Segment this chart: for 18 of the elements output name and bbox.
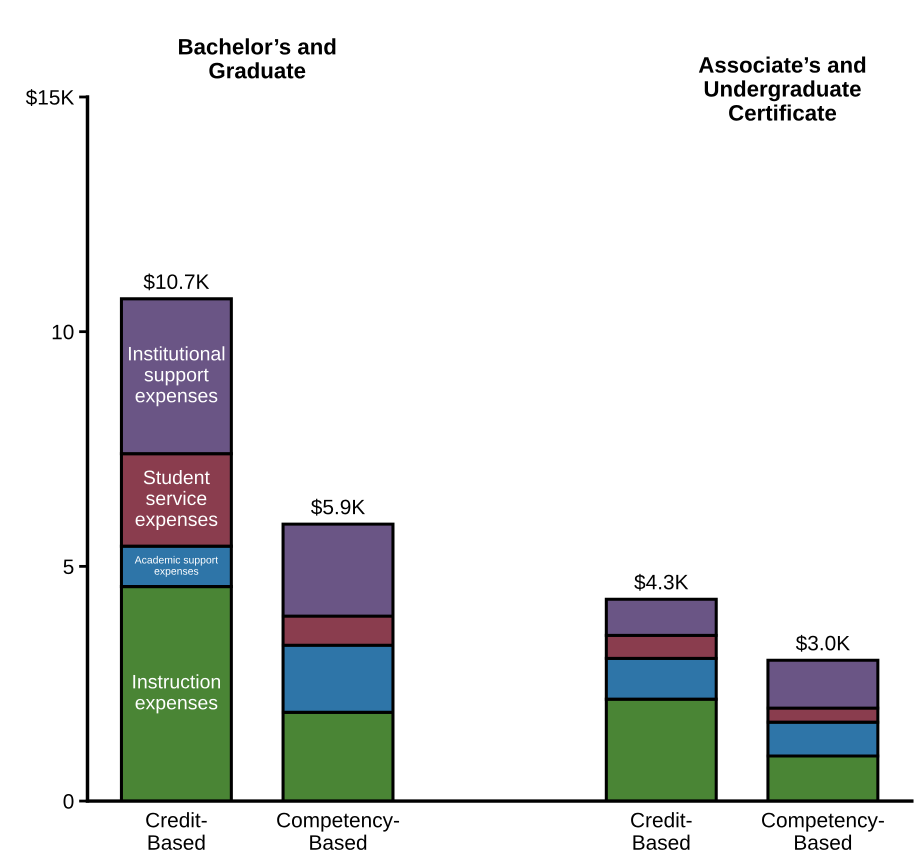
total-label: $10.7K [144,273,210,290]
y-tick-label: 10 [52,324,74,340]
y-tick-label: 0 [64,794,74,809]
total-label: $3.0K [796,634,850,652]
x-tick-label: Competency- Based [762,812,884,850]
series-label: Academic support expenses [134,556,218,577]
total-label: $4.3K [634,574,688,591]
series-label: Institutional support expenses [129,346,224,406]
x-tick-label: Credit- Based [631,812,692,850]
text: Bachelor’s and Graduate [179,38,336,79]
y-tick-label: 5 [64,560,74,574]
series-label: Instruction expenses [133,674,220,714]
x-tick-label: Credit- Based [146,812,207,850]
total-label: $5.9K [311,498,366,516]
series-label: Student service expenses [136,470,218,530]
annotation: Associate’s and Undergraduate Certificate [698,56,866,121]
x-tick-label: Competency- Based [277,812,400,850]
y-tick-label: $15K [26,89,74,106]
